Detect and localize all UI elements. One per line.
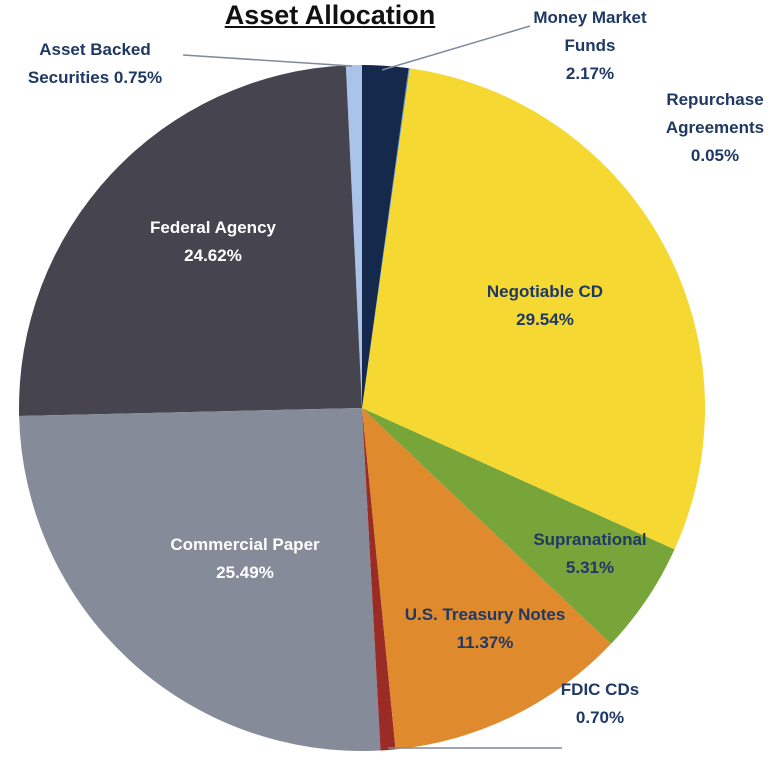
- value-label: 29.54%: [516, 310, 574, 329]
- slice: [345, 65, 362, 408]
- slice: [362, 408, 675, 644]
- slice-label: Federal Agency 24.62%: [123, 214, 303, 270]
- slice-label: Negotiable CD 29.54%: [445, 278, 645, 334]
- value-label: 25.49%: [216, 563, 274, 582]
- category-label: U.S. Treasury Notes: [404, 605, 566, 624]
- slice: [18, 65, 362, 416]
- value-label: 0.05%: [690, 146, 740, 165]
- category-label: Repurchase Agreements: [665, 90, 765, 137]
- slice: [362, 408, 612, 750]
- value-label: 5.31%: [565, 558, 615, 577]
- slice-label: Supranational 5.31%: [500, 526, 680, 582]
- category-label: Commercial Paper: [170, 535, 320, 554]
- chart-title: Asset Allocation: [224, 0, 436, 30]
- value-label: 11.37%: [456, 633, 514, 652]
- slice: [19, 408, 381, 751]
- value-label: 0.70%: [575, 708, 625, 727]
- slice-label: Money Market Funds 2.17%: [515, 4, 665, 88]
- category-label: Supranational: [533, 530, 647, 549]
- slice: [362, 408, 396, 751]
- slice-label: Repurchase Agreements 0.05%: [645, 86, 778, 170]
- slice-label: FDIC CDs 0.70%: [560, 676, 640, 732]
- category-label: FDIC CDs: [560, 680, 640, 699]
- value-label: 2.17%: [565, 64, 615, 83]
- slice-label: Commercial Paper 25.49%: [170, 531, 320, 587]
- slice: [362, 65, 409, 408]
- slice: [362, 68, 705, 550]
- leader-line: [381, 25, 531, 71]
- slice-label: Asset Backed Securities 0.75%: [5, 36, 185, 92]
- category-label: Money Market Funds: [533, 8, 647, 55]
- value-label: 24.62%: [184, 246, 242, 265]
- slice: [362, 68, 410, 408]
- category-label: Federal Agency: [150, 218, 276, 237]
- leader-line: [182, 54, 353, 67]
- slice-label: U.S. Treasury Notes 11.37%: [400, 601, 570, 657]
- category-label: Asset Backed Securities: [27, 40, 151, 87]
- value-label: 0.75%: [113, 68, 163, 87]
- category-label: Negotiable CD: [486, 282, 604, 301]
